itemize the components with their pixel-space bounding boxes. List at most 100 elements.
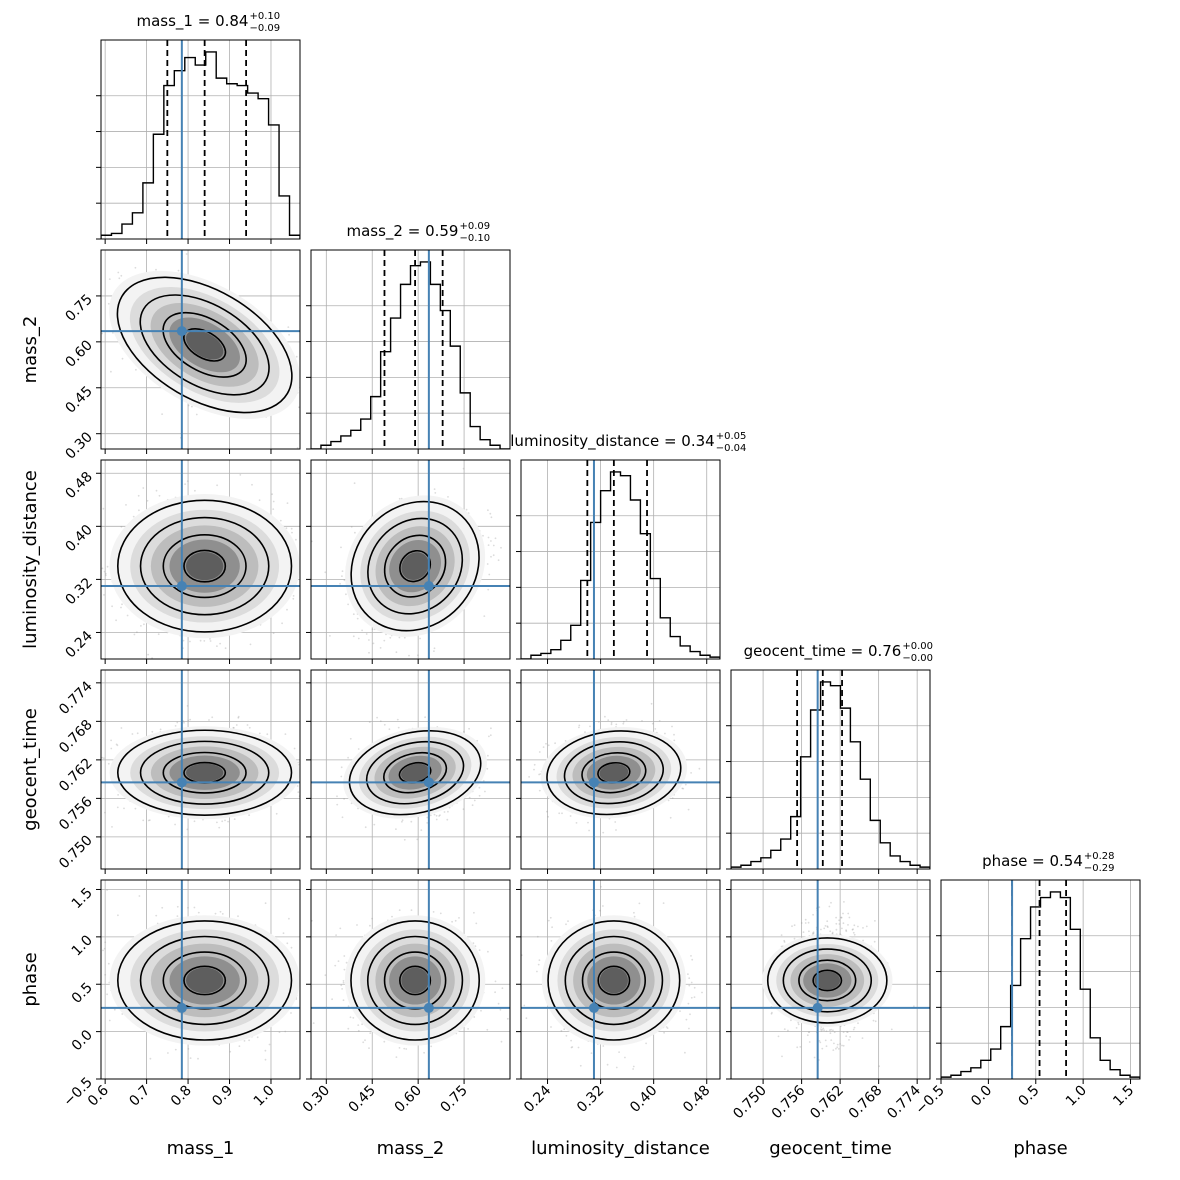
sample-point bbox=[297, 791, 300, 793]
sample-point bbox=[174, 823, 177, 826]
sample-point bbox=[96, 549, 98, 551]
sample-point bbox=[286, 502, 289, 504]
sample-point bbox=[120, 727, 123, 729]
sample-point bbox=[368, 651, 370, 654]
sample-point bbox=[295, 538, 297, 541]
truth-marker bbox=[176, 581, 187, 592]
sample-point bbox=[588, 829, 590, 832]
sample-point bbox=[389, 636, 392, 639]
scatter-panel-mass_1-mass_2 bbox=[84, 249, 321, 454]
sample-point bbox=[227, 820, 230, 823]
sample-point bbox=[438, 815, 440, 817]
sample-point bbox=[352, 613, 355, 616]
sample-point bbox=[84, 289, 86, 291]
sample-point bbox=[434, 492, 437, 494]
sample-point bbox=[103, 570, 106, 573]
sample-point bbox=[136, 732, 139, 735]
sample-point bbox=[120, 274, 123, 277]
sample-point bbox=[664, 732, 666, 735]
sample-point bbox=[419, 637, 421, 640]
sample-point bbox=[118, 277, 121, 280]
sample-point bbox=[271, 493, 273, 496]
sample-point bbox=[435, 818, 438, 821]
sample-point bbox=[439, 814, 441, 816]
sample-point bbox=[104, 574, 107, 577]
sample-point bbox=[395, 828, 397, 830]
sample-point bbox=[232, 726, 235, 729]
sample-point bbox=[372, 642, 375, 645]
sample-point bbox=[121, 603, 123, 606]
sample-point bbox=[159, 728, 162, 731]
sample-point bbox=[486, 767, 489, 770]
sample-point bbox=[424, 716, 426, 719]
sample-point bbox=[301, 374, 303, 376]
sample-point bbox=[185, 253, 188, 255]
sample-point bbox=[462, 808, 465, 811]
sample-point bbox=[88, 775, 90, 777]
sample-point bbox=[321, 633, 323, 635]
sample-point bbox=[111, 605, 113, 608]
sample-point bbox=[533, 763, 536, 766]
sample-point bbox=[347, 756, 349, 759]
sample-point bbox=[266, 733, 269, 736]
sample-point bbox=[96, 272, 98, 274]
sample-point bbox=[90, 791, 92, 793]
panel-frame bbox=[310, 249, 511, 450]
sample-point bbox=[120, 606, 122, 609]
sample-point bbox=[435, 814, 438, 817]
sample-point bbox=[239, 474, 242, 476]
sample-point bbox=[341, 575, 343, 577]
truth-marker bbox=[423, 777, 434, 788]
sample-point bbox=[388, 728, 391, 731]
sample-point bbox=[272, 500, 275, 503]
panel-frame bbox=[100, 39, 301, 240]
sample-point bbox=[681, 787, 684, 790]
sample-point bbox=[488, 573, 491, 576]
sample-point bbox=[157, 633, 160, 636]
sample-point bbox=[288, 333, 290, 336]
sample-point bbox=[356, 617, 359, 620]
sample-point bbox=[304, 786, 306, 788]
density-level bbox=[185, 330, 224, 360]
sample-point bbox=[324, 571, 327, 574]
sample-point bbox=[110, 370, 112, 373]
sample-point bbox=[420, 829, 423, 831]
sample-point bbox=[176, 721, 179, 724]
sample-point bbox=[186, 705, 189, 707]
sample-point bbox=[303, 367, 305, 369]
sample-point bbox=[376, 716, 378, 719]
sample-point bbox=[473, 799, 476, 802]
sample-point bbox=[237, 716, 240, 719]
sample-point bbox=[382, 665, 384, 667]
sample-point bbox=[352, 635, 355, 638]
hist-panel-mass_1 bbox=[96, 39, 301, 244]
sample-point bbox=[468, 727, 470, 730]
sample-point bbox=[189, 718, 192, 721]
contour-line bbox=[162, 311, 247, 378]
sample-point bbox=[86, 270, 88, 272]
sample-point bbox=[135, 368, 137, 371]
panel-frame bbox=[520, 459, 721, 660]
sample-point bbox=[684, 783, 687, 786]
sample-point bbox=[478, 786, 481, 789]
sample-point bbox=[186, 480, 189, 482]
sample-point bbox=[302, 427, 304, 429]
sample-point bbox=[219, 642, 222, 645]
sample-point bbox=[98, 613, 100, 615]
sample-point bbox=[610, 721, 613, 724]
sample-point bbox=[292, 597, 295, 600]
sample-point bbox=[343, 798, 345, 800]
sample-point bbox=[319, 398, 321, 400]
sample-point bbox=[379, 720, 382, 723]
sample-point bbox=[142, 487, 145, 489]
sample-point bbox=[487, 509, 489, 512]
sample-point bbox=[121, 357, 124, 360]
sample-point bbox=[607, 719, 610, 721]
sample-point bbox=[107, 302, 110, 305]
sample-point bbox=[246, 724, 249, 726]
sample-point bbox=[538, 773, 540, 776]
sample-point bbox=[489, 512, 492, 515]
sample-point bbox=[383, 639, 386, 642]
contour-line bbox=[162, 533, 247, 599]
sample-point bbox=[140, 625, 142, 627]
